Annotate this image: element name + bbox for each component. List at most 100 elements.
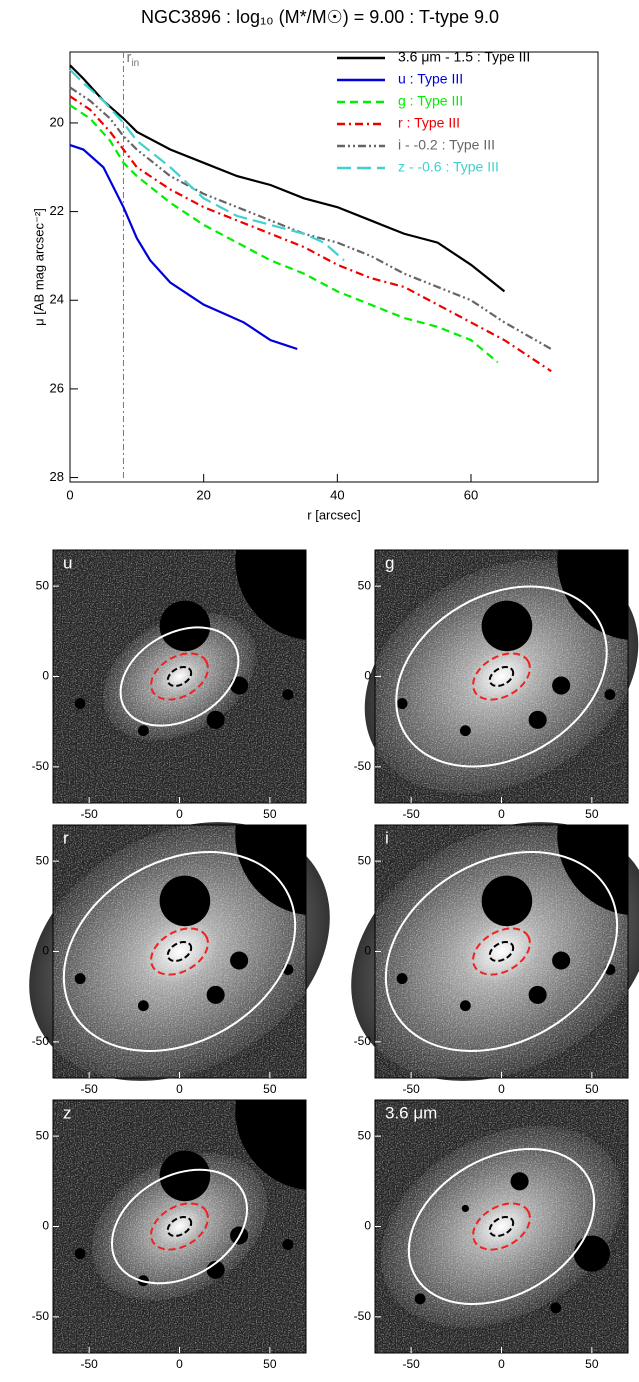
star-mask [414, 1293, 426, 1305]
panel-label: g [385, 553, 394, 572]
star-mask [137, 725, 149, 737]
x-tick-label: 0 [176, 1082, 183, 1096]
series-line [69, 68, 345, 262]
series-line [69, 86, 552, 350]
x-tick-label: 0 [176, 1357, 183, 1371]
x-tick-label: -50 [402, 1357, 420, 1371]
star-mask [573, 1235, 610, 1272]
y-tick-label: 22 [50, 203, 64, 218]
star-mask [481, 600, 533, 652]
y-tick-label: 0 [364, 669, 371, 683]
outer-ellipse [395, 585, 608, 768]
star-mask [550, 1302, 562, 1314]
x-tick-label: 50 [263, 807, 277, 821]
x-tick-label: 0 [498, 1082, 505, 1096]
mask-corner [235, 1100, 306, 1190]
y-tick-label: 50 [36, 578, 50, 592]
y-tick-label: -50 [32, 1309, 50, 1323]
legend-label: u : Type III [398, 71, 463, 87]
y-tick-label: -50 [354, 759, 372, 773]
star-mask [510, 1172, 529, 1191]
x-tick-label: 0 [498, 807, 505, 821]
x-tick-label: 0 [498, 1357, 505, 1371]
star-mask [74, 698, 86, 710]
legend-label: z - -0.6 : Type III [398, 159, 499, 175]
inner-ellipse [166, 666, 193, 687]
y-tick-label: 50 [358, 1128, 372, 1142]
panel-label: z [63, 1103, 72, 1122]
break-ellipse [472, 927, 531, 976]
star-mask [459, 1000, 471, 1012]
legend-label: 3.6 μm - 1.5 : Type III [398, 49, 530, 65]
legend-label: g : Type III [398, 93, 463, 109]
star-mask [159, 600, 211, 652]
star-mask [461, 1204, 469, 1213]
x-tick-label: 20 [196, 487, 210, 502]
chart-title: NGC3896 : log₁₀ (M*/M☉) = 9.00 : T-type … [141, 7, 499, 27]
break-ellipse [472, 652, 531, 701]
y-tick-label: 50 [358, 578, 372, 592]
x-tick-label: -50 [402, 1082, 420, 1096]
star-mask [552, 676, 571, 695]
y-tick-label: 0 [364, 944, 371, 958]
y-axis-label: μ [AB mag arcsec⁻²] [31, 208, 46, 326]
y-tick-label: 28 [50, 469, 64, 484]
y-tick-label: -50 [32, 759, 50, 773]
series-line [69, 104, 499, 364]
star-mask [481, 875, 533, 927]
mask-corner [235, 550, 306, 640]
inner-ellipse [488, 666, 515, 687]
star-mask [74, 973, 86, 985]
outer-ellipse [384, 851, 619, 1052]
star-mask [230, 951, 249, 970]
image-noise [375, 1100, 628, 1353]
star-mask [396, 698, 408, 710]
star-mask [528, 710, 547, 729]
star-mask [159, 1150, 211, 1202]
star-mask [552, 951, 571, 970]
break-ellipse [150, 652, 209, 701]
star-mask [528, 985, 547, 1004]
outer-ellipse [110, 1168, 249, 1285]
x-tick-label: 50 [263, 1357, 277, 1371]
panel-label: i [385, 828, 389, 847]
panel-label: 3.6 μm [385, 1103, 437, 1122]
star-mask [396, 973, 408, 985]
x-tick-label: 50 [585, 807, 599, 821]
star-mask [74, 1248, 86, 1260]
panel-label: u [63, 553, 72, 572]
star-mask [282, 689, 294, 700]
y-tick-label: -50 [354, 1034, 372, 1048]
y-tick-label: 50 [358, 853, 372, 867]
inner-ellipse [488, 941, 515, 962]
y-tick-label: 0 [364, 1219, 371, 1233]
panel-label: r [63, 828, 69, 847]
break-ellipse [150, 1202, 209, 1251]
x-tick-label: -50 [402, 807, 420, 821]
x-tick-label: 0 [176, 807, 183, 821]
inner-ellipse [166, 941, 193, 962]
y-tick-label: 0 [42, 669, 49, 683]
outer-ellipse [119, 626, 240, 727]
plot-frame [69, 51, 599, 483]
break-ellipse [150, 927, 209, 976]
y-tick-label: 24 [50, 292, 64, 307]
star-mask [137, 1000, 149, 1012]
x-tick-label: 60 [464, 487, 478, 502]
mask-corner [557, 550, 628, 640]
rin-subscript: in [131, 58, 139, 69]
rin-letter: r [126, 49, 131, 66]
x-tick-label: -50 [80, 1082, 98, 1096]
x-tick-label: 50 [263, 1082, 277, 1096]
x-tick-label: 50 [585, 1357, 599, 1371]
x-tick-label: 50 [585, 1082, 599, 1096]
star-mask [206, 710, 225, 729]
y-tick-label: 0 [42, 1219, 49, 1233]
y-tick-label: -50 [354, 1309, 372, 1323]
x-tick-label: -50 [80, 1357, 98, 1371]
legend-label: r : Type III [398, 115, 460, 131]
star-mask [159, 875, 211, 927]
x-tick-label: -50 [80, 807, 98, 821]
y-tick-label: -50 [32, 1034, 50, 1048]
